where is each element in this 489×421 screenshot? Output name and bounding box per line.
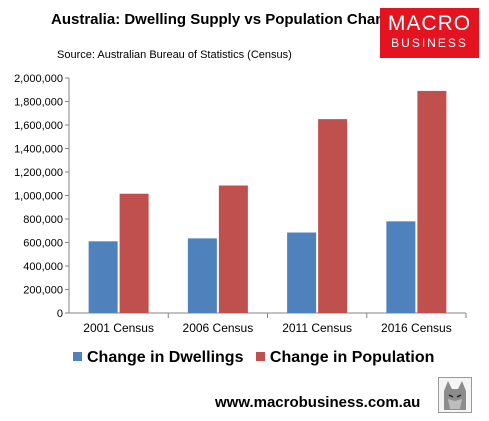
bar-dwellings [88,241,118,313]
bar-population [318,119,348,313]
x-tick-label: 2011 Census [282,321,352,335]
bar-dwellings [386,221,416,313]
legend-label-dwellings: Change in Dwellings [87,349,244,366]
y-tick-label: 600,000 [23,238,63,250]
bar-dwellings [187,238,217,313]
legend-swatch-dwellings [73,352,82,362]
chart-legend: Change in Dwellings Change in Population [73,349,442,367]
logo-line-1: MACRO [387,12,472,35]
bar-population [417,90,447,313]
bar-dwellings [287,232,317,313]
y-tick-label: 0 [57,308,63,320]
x-tick-label: 2001 Census [83,321,154,335]
x-tick-label: 2006 Census [183,321,254,335]
y-tick-label: 1,600,000 [14,120,63,132]
legend-item-population: Change in Population [255,349,435,366]
y-tick-label: 1,200,000 [14,167,63,179]
x-tick-label: 2016 Census [381,321,452,335]
bar-population [119,193,149,313]
y-tick-label: 800,000 [23,214,63,226]
wolf-logo-icon [438,377,472,413]
y-tick-label: 1,800,000 [14,97,63,109]
legend-swatch-population [255,352,265,362]
y-tick-label: 200,000 [23,285,63,297]
source-note: Source: Australian Bureau of Statistics … [57,49,292,61]
bar-chart: 0 200,000 400,000 600,000 800,000 1,000,000 1,… [14,73,467,335]
bar-population [218,185,248,313]
macrobusiness-logo: MACRO BUSINESS [380,8,479,58]
legend-item-dwellings: Change in Dwellings [73,349,248,366]
y-tick-label: 1,000,000 [14,191,63,203]
y-tick-label: 400,000 [23,261,63,273]
y-tick-label: 1,400,000 [14,144,63,156]
website-url: www.macrobusiness.com.au [215,394,421,411]
logo-line-2: BUSINESS [391,36,468,50]
y-tick-label: 2,000,000 [14,73,63,85]
chart-title: Australia: Dwelling Supply vs Population… [51,11,402,28]
legend-label-population: Change in Population [269,349,435,366]
